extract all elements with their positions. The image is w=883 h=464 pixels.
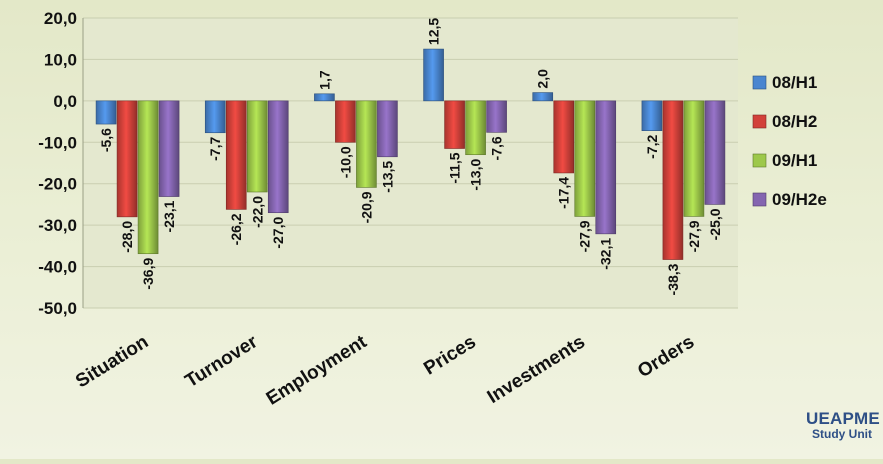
data-label: -27,9	[686, 220, 702, 252]
legend-label: 09/H2e	[772, 190, 827, 209]
bar	[532, 92, 554, 102]
data-label: -13,0	[468, 159, 484, 191]
bar	[137, 100, 159, 255]
category-label: Prices	[420, 331, 480, 379]
uneapme-logo: UEAPME Study Unit	[806, 409, 880, 441]
bar	[683, 100, 705, 217]
bar	[95, 100, 117, 125]
data-label: -7,2	[644, 134, 660, 158]
data-label: -5,6	[98, 128, 114, 152]
data-label: -32,1	[598, 238, 614, 270]
bar	[356, 100, 377, 188]
y-tick-label: 20,0	[44, 9, 77, 28]
data-label: -13,5	[379, 161, 395, 193]
legend-swatch	[752, 114, 767, 129]
bar	[553, 100, 575, 174]
bar	[116, 100, 138, 218]
y-tick-label: 10,0	[44, 50, 77, 69]
bar	[574, 100, 596, 217]
legend-swatch	[752, 153, 767, 168]
category-label: Investments	[484, 331, 589, 408]
bar	[204, 100, 226, 134]
bar	[377, 100, 398, 158]
data-label: -28,0	[119, 221, 135, 253]
bar	[465, 100, 486, 156]
legend-label: 09/H1	[772, 151, 817, 170]
bar	[246, 100, 268, 193]
data-label: -26,2	[228, 213, 244, 245]
logo-line2: Study Unit	[812, 426, 872, 441]
data-label: 1,7	[316, 70, 332, 90]
legend-swatch	[752, 192, 767, 207]
y-tick-label: -10,0	[38, 133, 77, 152]
data-label: -11,5	[447, 152, 463, 183]
bar	[444, 100, 465, 149]
bar	[267, 100, 289, 214]
plot-area	[83, 18, 738, 308]
bar	[423, 48, 444, 102]
bar	[662, 100, 684, 260]
category-label: Employment	[263, 331, 371, 410]
legend-label: 08/H1	[772, 73, 817, 92]
data-label: -7,7	[207, 137, 223, 161]
bar	[641, 100, 663, 131]
y-tick-label: -30,0	[38, 216, 77, 235]
data-label: -23,1	[161, 200, 177, 232]
data-label: -10,0	[337, 146, 353, 178]
bar	[595, 100, 617, 235]
data-label: 12,5	[426, 18, 442, 45]
legend-label: 08/H2	[772, 112, 817, 131]
data-label: -20,9	[358, 191, 374, 223]
y-tick-label: -50,0	[38, 299, 77, 318]
bar	[335, 100, 356, 143]
category-label: Orders	[634, 331, 698, 382]
data-label: 2,0	[535, 69, 551, 89]
y-tick-label: -40,0	[38, 258, 77, 277]
logo-line1: UEAPME	[806, 409, 880, 428]
y-tick-label: 0,0	[53, 92, 77, 111]
legend-swatch	[752, 75, 767, 90]
y-tick-label: -20,0	[38, 175, 77, 194]
category-label: Situation	[72, 331, 152, 392]
bar	[704, 100, 726, 205]
data-label: -27,9	[577, 220, 593, 252]
category-label: Turnover	[182, 331, 262, 392]
bar	[225, 100, 247, 210]
data-label: -17,4	[556, 177, 572, 209]
data-label: -36,9	[140, 258, 156, 290]
bar	[486, 100, 507, 133]
data-label: -25,0	[707, 208, 723, 240]
data-label: -38,3	[665, 263, 681, 295]
data-label: -27,0	[270, 217, 286, 249]
bar	[158, 100, 180, 197]
bar	[314, 93, 335, 102]
data-label: -22,0	[249, 196, 265, 228]
data-label: -7,6	[489, 136, 505, 160]
